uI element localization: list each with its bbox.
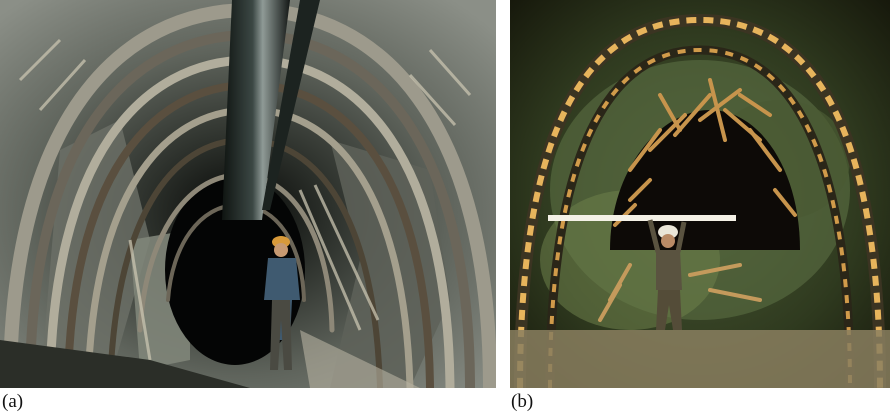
photo-panel-a <box>0 0 496 388</box>
worker-figure <box>647 219 687 330</box>
tunnel-photo-b <box>510 0 890 388</box>
photo-panel-b <box>510 0 890 388</box>
tunnel-photo-a <box>0 0 496 388</box>
panel-label-b: (b) <box>511 391 534 412</box>
panel-label-a: (a) <box>2 391 24 412</box>
measuring-bar <box>548 215 736 221</box>
miner-figure <box>264 236 300 370</box>
